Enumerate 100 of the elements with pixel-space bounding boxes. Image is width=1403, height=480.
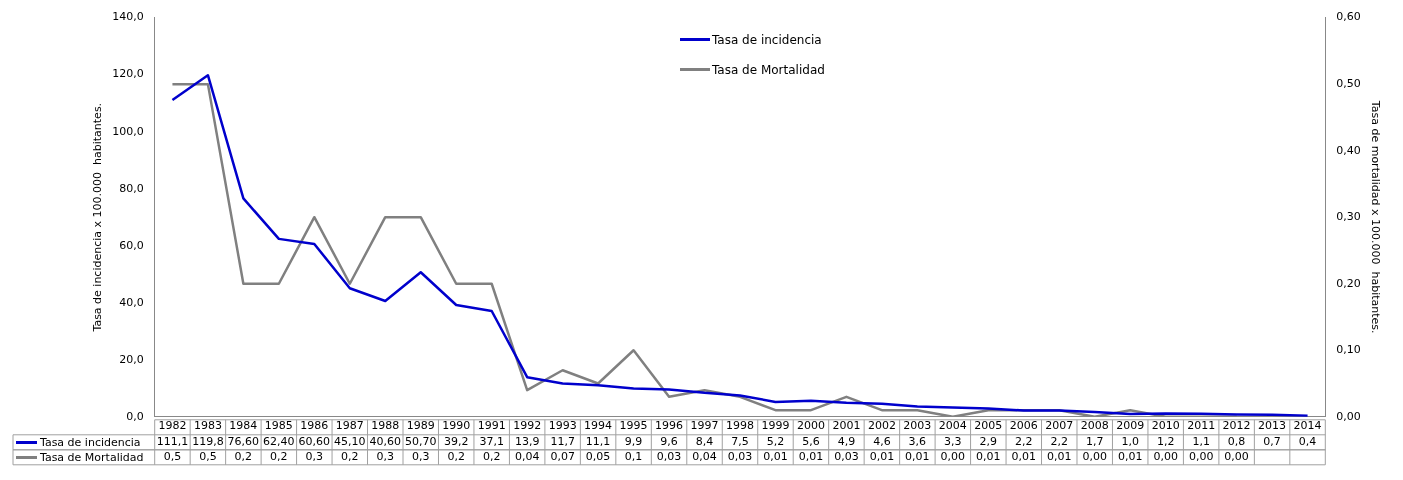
x-tick-label: 1984 [229,419,258,433]
y-tick-label: 140,0 [112,10,144,24]
y2-tick-label: 0,40 [1336,143,1361,157]
data-label: 5,2 [766,435,785,449]
data-label: 0,01 [1011,450,1037,464]
x-tick-label: 1983 [193,419,222,433]
data-label: 0,07 [550,450,575,464]
data-label: 9,9 [624,435,643,449]
x-tick-label: 1992 [513,419,542,433]
x-tick-label: 2005 [974,419,1003,433]
data-label: 0,00 [1224,450,1249,464]
data-label: 0,03 [727,450,753,464]
x-tick-label: 2006 [1009,419,1038,433]
data-label: 0,01 [1047,450,1072,464]
data-label: 76,60 [227,435,260,449]
text: Tasa de incidencia [40,435,141,449]
data-label: 60,60 [298,435,331,449]
y-tick-label: 40,0 [119,295,144,309]
y-axis-title: Tasa de incidencia x 100.000 habitantes. [91,102,105,333]
data-label: 0,01 [798,450,824,464]
data-label: 0,2 [447,450,465,464]
data-label: 50,70 [404,435,437,449]
data-label: 0,03 [656,450,682,464]
data-label: 3,3 [944,435,962,449]
data-label: 0,2 [482,450,501,464]
y-tick-label: 80,0 [119,181,144,195]
x-tick-label: 1985 [264,419,293,433]
x-tick-label: 2009 [1116,419,1145,433]
y-tick-label: 0,0 [126,409,144,423]
y2-axis-title: Tasa de mortalidad x 100.000 habitantes. [1368,99,1382,334]
x-tick-label: 2001 [832,419,861,433]
data-label: 1,7 [1085,435,1104,449]
data-label: 0,03 [834,450,859,464]
x-tick-label: 1995 [619,419,648,433]
data-label: 0,5 [163,450,182,464]
legend-label: Tasa de Mortalidad [711,62,825,77]
data-label: 3,6 [908,435,927,449]
data-label: 45,10 [334,435,366,449]
data-label: 0,01 [1117,450,1143,464]
x-tick-label: 1993 [548,419,577,433]
data-label: 0,3 [411,450,430,464]
x-tick-label: 2008 [1080,419,1109,433]
y-tick-label: 60,0 [119,238,144,252]
data-label: 0,00 [1153,450,1178,464]
x-tick-label: 1999 [761,419,790,433]
x-tick-label: 1994 [584,419,613,433]
data-label: 0,05 [585,450,611,464]
data-label: 0,00 [1188,450,1214,464]
data-label: 0,01 [869,450,895,464]
data-label: 0,01 [763,450,788,464]
data-label: 5,6 [802,435,820,449]
x-tick-label: 2011 [1187,419,1216,433]
data-label: 111,1 [156,435,189,449]
x-tick-label: 1987 [335,419,364,433]
data-label: 0,01 [976,450,1001,464]
x-tick-label: 2010 [1151,419,1180,433]
data-label: 0,00 [1082,450,1107,464]
data-label: 13,9 [514,435,540,449]
data-label: 37,1 [479,435,504,449]
data-label: 0,04 [692,450,717,464]
y2-tick-label: 0,10 [1336,343,1361,357]
x-tick-label: 2013 [1258,419,1287,433]
text: Tasa de Mortalidad [40,450,144,464]
y2-tick-label: 0,00 [1336,409,1361,423]
data-label: 0,4 [1298,435,1317,449]
y2-tick-label: 0,60 [1336,10,1361,24]
x-tick-label: 2007 [1045,419,1074,433]
data-label: 0,01 [905,450,930,464]
data-label: 8,4 [695,435,714,449]
data-label: 62,40 [263,435,295,449]
data-label: 7,5 [731,435,749,449]
x-tick-label: 1997 [690,419,719,433]
data-label: 4,6 [873,435,891,449]
data-label: 0,3 [305,450,324,464]
data-label: 0,5 [199,450,217,464]
data-label: 0,7 [1263,435,1281,449]
x-tick-label: 2014 [1293,419,1322,433]
data-label: 39,2 [443,435,469,449]
data-label: 9,6 [660,435,678,449]
data-label: 1,0 [1121,435,1139,449]
x-tick-label: 2002 [867,419,896,433]
x-tick-label: 1982 [158,419,187,433]
data-label: 119,8 [192,435,224,449]
data-label: 0,2 [234,450,253,464]
data-label: 2,2 [1015,435,1033,449]
x-tick-label: 1990 [442,419,471,433]
y2-tick-label: 0,50 [1336,76,1361,90]
x-tick-label: 2004 [938,419,967,433]
y-tick-label: 20,0 [119,352,144,366]
x-tick-label: 1988 [371,419,400,433]
x-tick-label: 1996 [655,419,684,433]
y-tick-label: 100,0 [112,124,144,138]
data-label: 2,2 [1050,435,1069,449]
data-label: 0,2 [341,450,359,464]
data-label: 0,00 [940,450,966,464]
data-label: 0,8 [1227,435,1246,449]
x-tick-label: 1991 [477,419,506,433]
data-label: 40,60 [369,435,402,449]
data-label: 0,1 [624,450,643,464]
x-tick-label: 1986 [300,419,329,433]
